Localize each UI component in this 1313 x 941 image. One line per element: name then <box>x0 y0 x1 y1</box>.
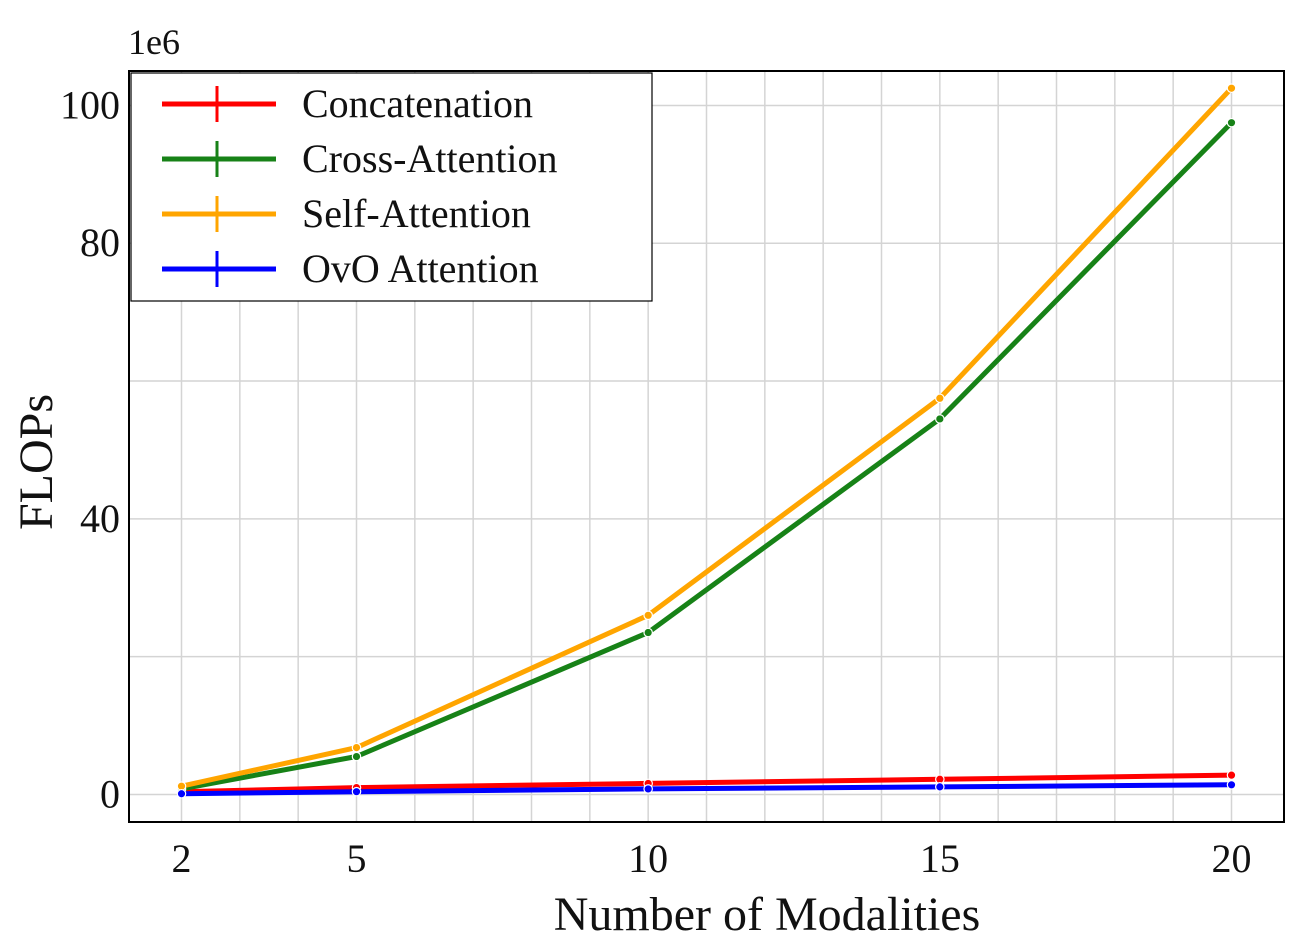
x-tick-label: 10 <box>628 836 668 881</box>
data-point-concatenation <box>1226 770 1237 780</box>
series-layer <box>176 83 1237 799</box>
legend-label-cross-attention: Cross-Attention <box>302 136 558 181</box>
legend: Concatenation Cross-Attention Self-Attenti… <box>130 72 653 302</box>
x-tick-label: 20 <box>1212 836 1252 881</box>
data-point-self-attention <box>643 610 653 621</box>
plot-frame <box>128 70 1285 823</box>
legend-label-ovo-attention: OvO Attention <box>302 246 539 291</box>
x-axis-label: Number of Modalities <box>554 888 981 941</box>
y-tick-label: 0 <box>100 771 120 816</box>
legend-label-self-attention: Self-Attention <box>302 191 531 236</box>
y-tick-labels: 0 40 80 100 <box>60 82 120 816</box>
data-point-cross-attention <box>1226 117 1237 128</box>
x-tick-labels: 2 5 10 15 20 <box>172 836 1252 881</box>
legend-label-concatenation: Concatenation <box>302 81 533 126</box>
data-point-ovo-attention <box>643 784 653 794</box>
data-point-ovo-attention <box>351 786 362 797</box>
data-point-self-attention <box>935 393 945 404</box>
x-tick-label: 2 <box>172 836 192 881</box>
x-tick-label: 15 <box>920 836 960 881</box>
y-axis-label: FLOPs <box>10 394 63 530</box>
data-point-cross-attention <box>351 751 362 762</box>
x-tick-label: 5 <box>347 836 367 881</box>
data-point-cross-attention <box>643 627 653 638</box>
data-point-self-attention <box>1226 83 1237 94</box>
data-point-self-attention <box>351 742 362 753</box>
data-point-ovo-attention <box>1226 779 1237 790</box>
data-point-ovo-attention <box>935 782 945 792</box>
data-point-cross-attention <box>935 414 945 424</box>
y-tick-label: 40 <box>80 496 120 541</box>
data-point-ovo-attention <box>176 788 187 799</box>
y-scale-label: 1e6 <box>128 22 180 62</box>
y-tick-label: 80 <box>80 220 120 265</box>
y-tick-label: 100 <box>60 82 120 127</box>
